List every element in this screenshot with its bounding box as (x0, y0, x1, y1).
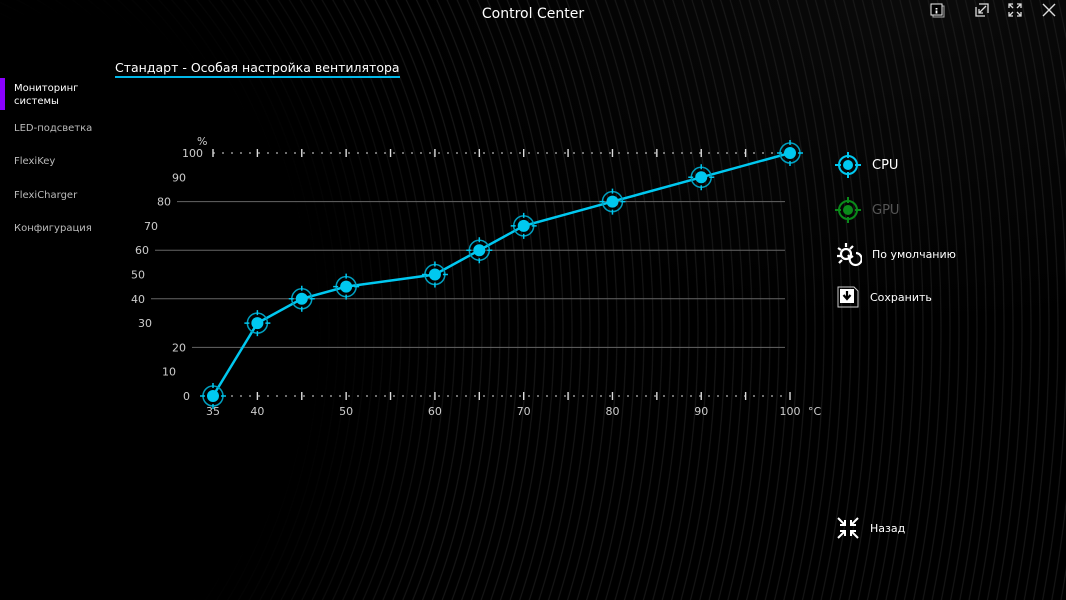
gpu-toggle[interactable]: GPU (834, 196, 899, 224)
cpu-target-icon (835, 152, 861, 178)
x-tick-label: 60 (428, 405, 442, 418)
y-tick-label: 20 (172, 341, 186, 354)
x-tick-label: 35 (206, 405, 220, 418)
data-point[interactable] (340, 280, 353, 293)
point-crosshair (599, 188, 626, 215)
point-crosshair (288, 285, 315, 312)
default-button[interactable]: По умолчанию (834, 240, 956, 268)
y-tick-label: 70 (144, 220, 158, 233)
data-point[interactable] (295, 292, 308, 305)
y-tick-label: 90 (172, 171, 186, 184)
collapse-icon (837, 517, 859, 539)
y-tick-label: 30 (138, 317, 152, 330)
y-tick-label: 0 (183, 390, 190, 403)
x-tick-label: 80 (605, 405, 619, 418)
page-title: Стандарт - Особая настройка вентилятора (115, 60, 400, 78)
info-icon[interactable] (927, 3, 949, 23)
point-crosshair (244, 310, 271, 337)
back-button[interactable]: Назад (836, 516, 905, 540)
sidebar-item-configuration[interactable]: Конфигурация (14, 223, 92, 234)
save-icon (837, 286, 859, 308)
point-crosshair (688, 164, 715, 191)
point-crosshair (200, 383, 226, 409)
cpu-label: CPU (872, 157, 899, 173)
y-tick-label: 50 (131, 269, 145, 282)
data-point[interactable] (517, 219, 530, 232)
point-crosshair (466, 237, 493, 264)
y-tick-label: 80 (157, 196, 171, 209)
back-label: Назад (870, 521, 906, 535)
y-axis-unit: % (197, 135, 207, 148)
y-tick-label: 60 (135, 244, 149, 257)
x-tick-label: 50 (339, 405, 353, 418)
active-indicator (0, 78, 5, 110)
y-tick-label: 40 (131, 293, 145, 306)
default-label: По умолчанию (872, 247, 956, 261)
data-point[interactable] (251, 317, 264, 330)
cpu-toggle[interactable]: CPU (834, 151, 898, 179)
data-point[interactable] (473, 244, 486, 257)
gpu-label: GPU (872, 202, 900, 218)
point-crosshair (421, 261, 448, 288)
reset-gear-icon (837, 243, 862, 267)
x-axis-unit: °C (808, 405, 822, 418)
sidebar-item-flexicharger[interactable]: FlexiCharger (14, 190, 78, 201)
x-tick-label: 100 (780, 405, 801, 418)
window-title: Control Center (481, 6, 585, 22)
fullscreen-icon[interactable] (1004, 3, 1026, 23)
close-icon[interactable] (1038, 3, 1060, 23)
point-crosshair (510, 212, 537, 239)
data-point[interactable] (606, 195, 619, 208)
x-tick-label: 70 (517, 405, 531, 418)
data-point[interactable] (695, 171, 708, 184)
series-line-cpu (211, 151, 791, 397)
gpu-target-icon (835, 197, 861, 223)
point-crosshair (333, 273, 360, 300)
x-tick-label: 40 (250, 405, 264, 418)
background-glow (366, 0, 1066, 600)
data-point[interactable] (784, 147, 796, 159)
x-tick-label: 90 (694, 405, 708, 418)
sidebar-item-monitoring[interactable]: Мониторинг системы (14, 83, 79, 107)
restore-icon[interactable] (971, 3, 993, 23)
save-label: Сохранить (870, 290, 932, 304)
y-tick-label: 100 (182, 147, 203, 160)
sidebar-item-led[interactable]: LED-подсветка (14, 123, 93, 134)
data-point[interactable] (207, 390, 219, 402)
sidebar-item-flexikey[interactable]: FlexiKey (14, 156, 56, 167)
save-button[interactable]: Сохранить (836, 285, 932, 309)
y-tick-label: 10 (162, 366, 176, 379)
point-crosshair (777, 140, 803, 166)
data-point[interactable] (428, 268, 441, 281)
